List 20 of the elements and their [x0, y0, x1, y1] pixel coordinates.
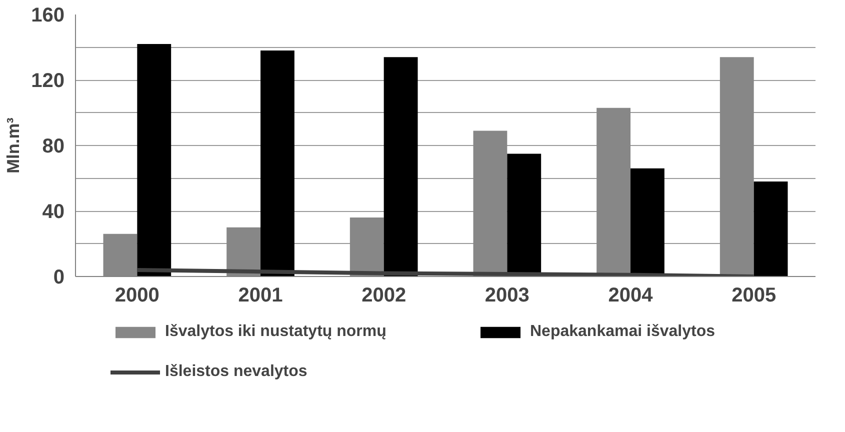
y-tick-label: 160 [31, 4, 65, 26]
y-tick-label: 0 [53, 266, 64, 288]
y-tick-label: 80 [42, 136, 65, 158]
bar [754, 182, 788, 276]
x-tick-label: 2000 [114, 284, 160, 306]
legend-label: Nepakankamai išvalytos [530, 323, 716, 341]
x-tick-label: 2004 [608, 284, 654, 306]
x-tick-label: 2001 [238, 284, 283, 306]
legend-label: Išleistos nevalytos [165, 363, 308, 381]
y-tick-label: 40 [42, 201, 65, 223]
x-tick-label: 2002 [362, 284, 406, 306]
y-tick-label: 120 [31, 70, 65, 92]
bar [260, 50, 294, 276]
y-axis-title: Mln.m³ [3, 117, 24, 174]
bar [384, 57, 418, 276]
legend-label: Išvalytos iki nustatytų normų [165, 323, 388, 341]
x-tick-label: 2005 [732, 284, 776, 306]
bar [137, 44, 172, 276]
line-series [135, 268, 756, 276]
x-tick-label: 2003 [484, 284, 530, 306]
